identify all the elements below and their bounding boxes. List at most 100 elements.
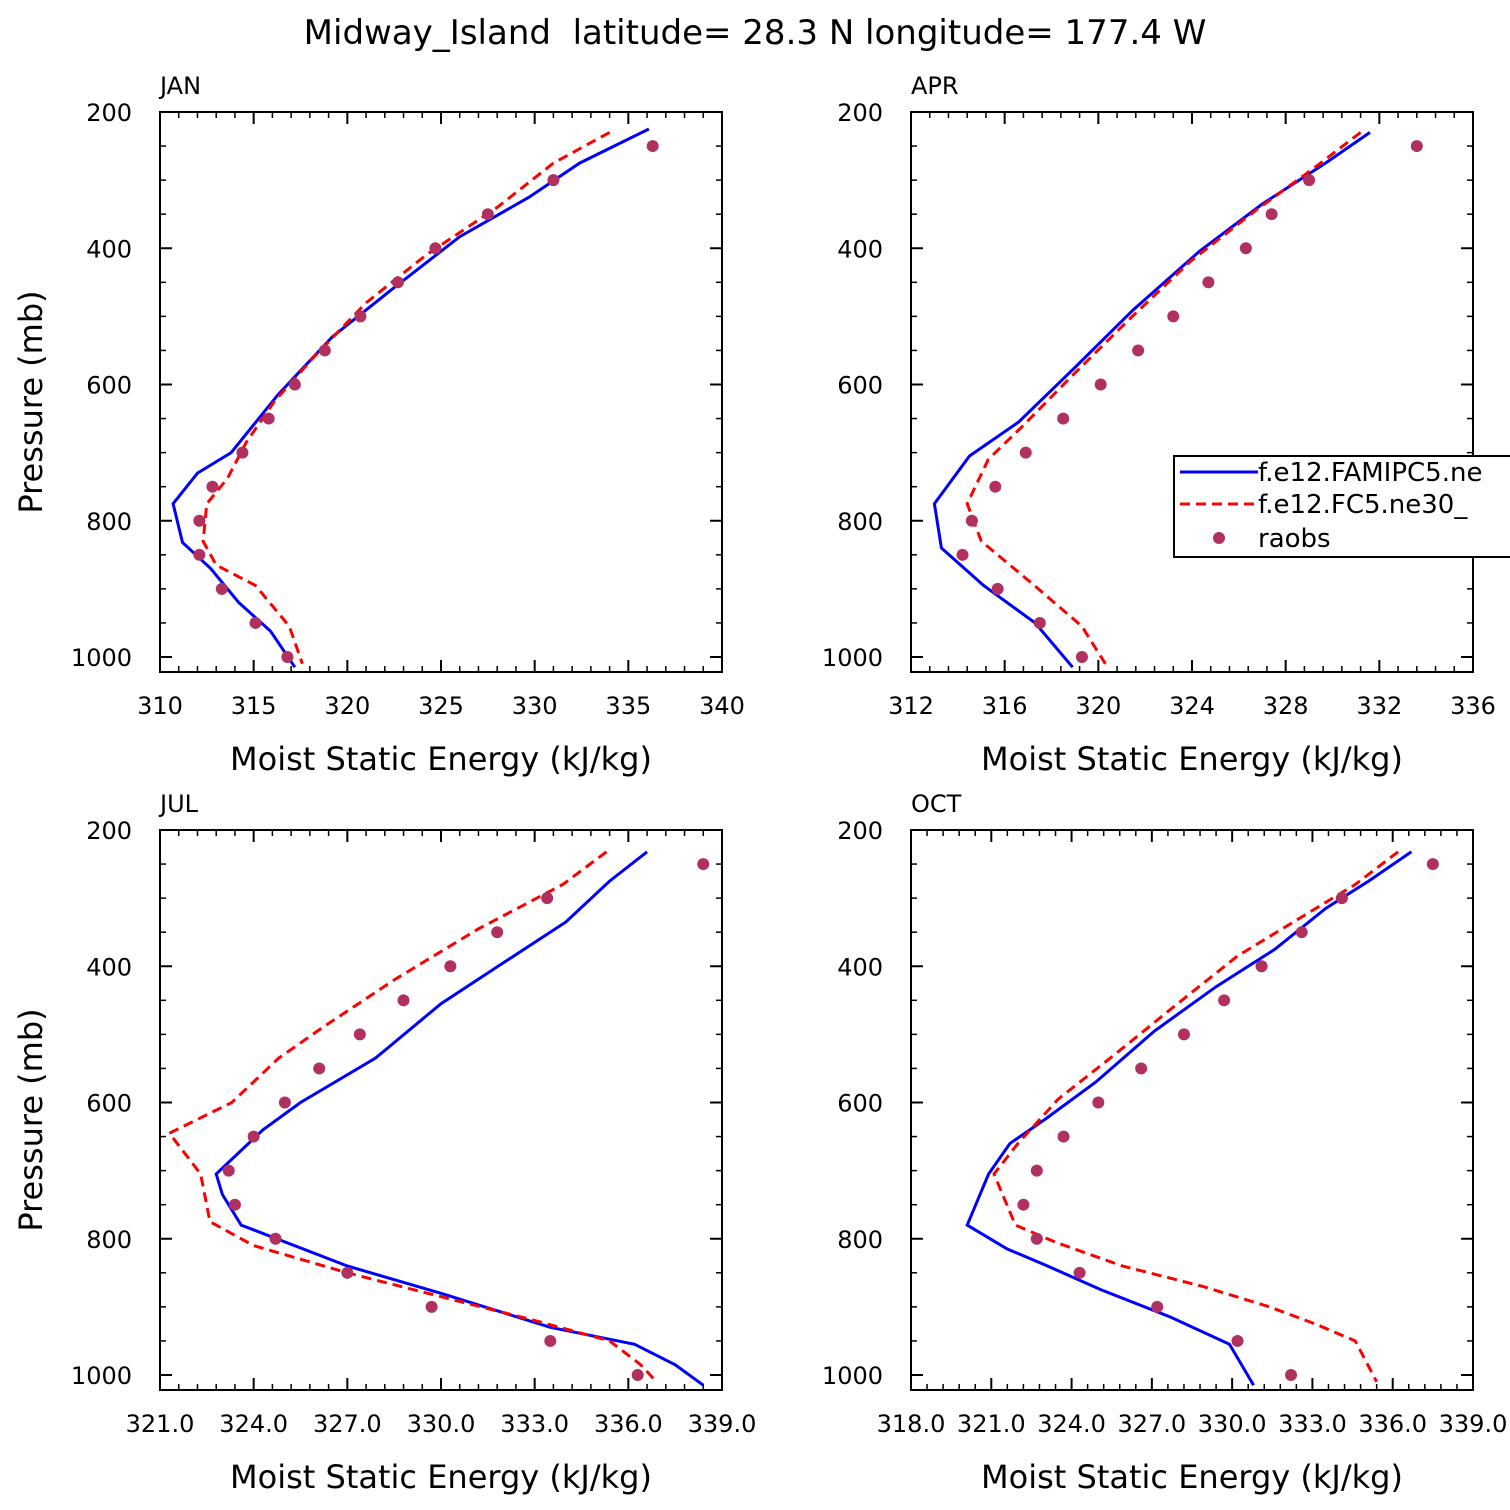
- panel-jul: JUL 321.0 324.0 327.0 330.0 333.0 336.0 339.0 20…: [12, 790, 756, 1496]
- raobs-point: [1255, 960, 1268, 973]
- y-tick-label: 200: [86, 817, 132, 845]
- plot-area: [171, 127, 659, 669]
- x-tick-label: 333.0: [500, 1410, 569, 1438]
- x-tick-label: 332: [1356, 692, 1402, 720]
- y-tick-label: 800: [86, 1226, 132, 1254]
- y-tick-label: 600: [86, 372, 132, 400]
- raobs-point: [1202, 276, 1215, 289]
- x-tick-label: 318.0: [877, 1410, 946, 1438]
- panels: JAN 310 315 320 325 330 335 340 200 400 600 800 1000…: [12, 72, 1507, 1496]
- panel-jan: JAN 310 315 320 325 330 335 340 200 400 600 800 1000…: [12, 72, 745, 778]
- raobs-point: [1017, 1198, 1030, 1211]
- raobs-point: [646, 140, 659, 153]
- series-line-model1: [965, 850, 1413, 1386]
- legend-label-model2: f.e12.FC5.ne30_: [1258, 490, 1468, 520]
- raobs-point: [481, 208, 494, 221]
- raobs-point: [1335, 892, 1348, 905]
- y-tick-label: 1000: [71, 644, 132, 672]
- raobs-point: [697, 858, 710, 871]
- series-line-model2: [965, 131, 1362, 665]
- x-tick-label: 320: [1075, 692, 1121, 720]
- raobs-point: [1265, 208, 1278, 221]
- raobs-point: [318, 344, 331, 357]
- raobs-point: [1073, 1266, 1086, 1279]
- raobs-point: [991, 582, 1004, 595]
- x-tick-label: 325: [418, 692, 464, 720]
- panel-label: JUL: [158, 790, 199, 818]
- y-tick-label: 400: [837, 235, 883, 263]
- legend-marker-raobs: [1213, 532, 1225, 544]
- x-tick-label: 315: [231, 692, 277, 720]
- panel-apr: APR 312 316 320 324 328 332 336 200 400 600 800 1000…: [822, 72, 1496, 778]
- x-tick-label: 336: [1450, 692, 1496, 720]
- raobs-point: [1057, 1130, 1070, 1143]
- raobs-point: [989, 480, 1002, 493]
- x-axis-label: Moist Static Energy (kJ/kg): [230, 740, 652, 778]
- x-tick-label: 330.0: [1198, 1410, 1267, 1438]
- y-tick-label: 1000: [822, 644, 883, 672]
- y-tick-label: 600: [837, 372, 883, 400]
- raobs-point: [1239, 242, 1252, 255]
- x-tick-label: 339.0: [688, 1410, 757, 1438]
- x-tick-label: 316: [982, 692, 1028, 720]
- raobs-point: [1092, 1096, 1105, 1109]
- x-tick-label: 312: [888, 692, 934, 720]
- raobs-point: [206, 480, 219, 493]
- raobs-point: [193, 514, 206, 527]
- plot-frame: [910, 829, 1474, 1391]
- y-tick-label: 1000: [71, 1362, 132, 1390]
- y-tick-label: 200: [837, 817, 883, 845]
- y-axis-label: Pressure (mb): [12, 290, 50, 513]
- raobs-point: [278, 1096, 291, 1109]
- raobs-point: [236, 446, 249, 459]
- x-tick-label: 324: [1169, 692, 1215, 720]
- raobs-point: [193, 548, 206, 561]
- raobs-point: [391, 276, 404, 289]
- x-axis-label: Moist Static Energy (kJ/kg): [981, 1458, 1403, 1496]
- x-tick-label: 310: [137, 692, 183, 720]
- raobs-point: [425, 1300, 438, 1313]
- raobs-point: [354, 310, 367, 323]
- raobs-point: [1231, 1334, 1244, 1347]
- plot-area: [167, 850, 710, 1387]
- raobs-point: [249, 616, 262, 629]
- raobs-point: [1057, 412, 1070, 425]
- x-tick-label: 330.0: [407, 1410, 476, 1438]
- x-tick-label: 327.0: [313, 1410, 382, 1438]
- raobs-point: [1033, 616, 1046, 629]
- raobs-point: [281, 651, 294, 663]
- y-tick-label: 800: [837, 508, 883, 536]
- series-line-model2: [992, 850, 1400, 1383]
- raobs-point: [429, 242, 442, 255]
- x-axis-label: Moist Static Energy (kJ/kg): [981, 740, 1403, 778]
- x-tick-label: 339.0: [1439, 1410, 1508, 1438]
- x-tick-label: 328: [1263, 692, 1309, 720]
- raobs-point: [262, 412, 275, 425]
- figure-title: Midway_Island latitude= 28.3 N longitude…: [304, 13, 1207, 53]
- raobs-point: [956, 548, 969, 561]
- raobs-point: [1426, 858, 1439, 871]
- raobs-point: [1019, 446, 1032, 459]
- y-axis-label: Pressure (mb): [12, 1008, 50, 1231]
- x-tick-label: 324.0: [219, 1410, 288, 1438]
- panel-oct: OCT 318.0 321.0 324.0 327.0 330.0 333.0 336.0 33…: [822, 790, 1507, 1496]
- x-tick-label: 330: [512, 692, 558, 720]
- y-tick-label: 400: [86, 235, 132, 263]
- raobs-point: [1030, 1232, 1043, 1245]
- panel-label: APR: [911, 72, 959, 100]
- raobs-point: [1177, 1028, 1190, 1041]
- raobs-point: [1151, 1300, 1164, 1313]
- x-tick-label: 333.0: [1278, 1410, 1347, 1438]
- x-tick-label: 321.0: [957, 1410, 1026, 1438]
- raobs-point: [965, 514, 978, 527]
- x-tick-label: 324.0: [1037, 1410, 1106, 1438]
- y-tick-label: 800: [86, 508, 132, 536]
- raobs-point: [631, 1369, 644, 1381]
- x-tick-label: 336.0: [1358, 1410, 1427, 1438]
- raobs-point: [215, 582, 228, 595]
- plot-area: [965, 850, 1439, 1386]
- x-axis-label: Moist Static Energy (kJ/kg): [230, 1458, 652, 1496]
- y-tick-label: 800: [837, 1226, 883, 1254]
- x-tick-label: 340: [699, 692, 745, 720]
- y-tick-label: 400: [86, 953, 132, 981]
